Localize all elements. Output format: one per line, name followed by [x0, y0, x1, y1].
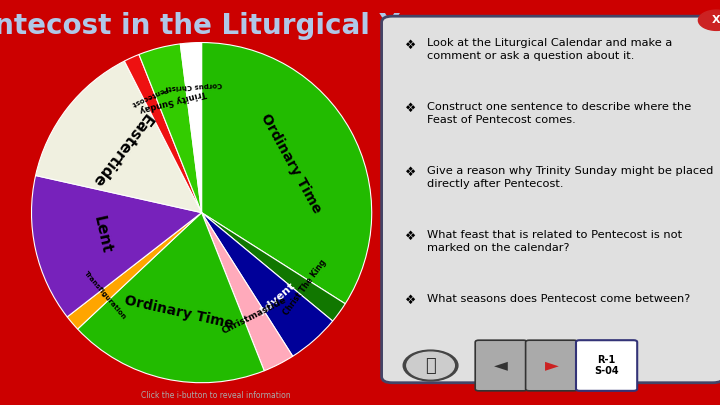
Text: Christmastide: Christmastide — [220, 296, 288, 336]
Text: ◄: ◄ — [494, 356, 508, 375]
Text: Corpus Christi: Corpus Christi — [165, 81, 222, 90]
Text: Click the i-button to reveal information: Click the i-button to reveal information — [141, 391, 291, 400]
Circle shape — [403, 350, 458, 381]
Text: Look at the Liturgical Calendar and make a comment or ask a question about it.: Look at the Liturgical Calendar and make… — [427, 38, 672, 61]
FancyBboxPatch shape — [382, 16, 720, 383]
Wedge shape — [202, 213, 345, 321]
Text: Pentecost: Pentecost — [130, 85, 168, 107]
Text: Trinity Sunday: Trinity Sunday — [138, 88, 207, 113]
Text: Advent: Advent — [258, 281, 298, 318]
Text: ►: ► — [544, 356, 559, 375]
Text: Christ The King: Christ The King — [282, 258, 328, 317]
Text: ❖: ❖ — [405, 38, 417, 51]
Wedge shape — [180, 43, 202, 213]
Wedge shape — [202, 213, 333, 356]
Text: Ordinary Time: Ordinary Time — [123, 293, 235, 331]
Text: R-1
S-04: R-1 S-04 — [594, 355, 619, 376]
FancyBboxPatch shape — [576, 340, 637, 391]
Wedge shape — [67, 213, 202, 329]
Text: Transfiguration: Transfiguration — [82, 270, 127, 321]
Wedge shape — [125, 54, 202, 213]
Circle shape — [407, 352, 454, 379]
Text: ⓘ: ⓘ — [426, 356, 436, 375]
Text: Construct one sentence to describe where the Feast of Pentecost comes.: Construct one sentence to describe where… — [427, 102, 691, 125]
Text: Eastertide: Eastertide — [88, 111, 154, 190]
Circle shape — [698, 10, 720, 30]
Text: What feast that is related to Pentecost is not marked on the calendar?: What feast that is related to Pentecost … — [427, 230, 682, 253]
Text: Lent: Lent — [91, 215, 114, 255]
Wedge shape — [35, 61, 202, 213]
Text: ❖: ❖ — [405, 166, 417, 179]
Text: X: X — [712, 15, 720, 25]
Text: ❖: ❖ — [405, 230, 417, 243]
FancyBboxPatch shape — [475, 340, 527, 391]
Text: What seasons does Pentecost come between?: What seasons does Pentecost come between… — [427, 294, 690, 305]
FancyBboxPatch shape — [526, 340, 577, 391]
Wedge shape — [202, 43, 372, 304]
Wedge shape — [32, 175, 202, 317]
Wedge shape — [202, 213, 293, 371]
Text: ❖: ❖ — [405, 102, 417, 115]
Text: Pentecost in the Liturgical Year: Pentecost in the Liturgical Year — [0, 12, 449, 40]
Text: Give a reason why Trinity Sunday might be placed directly after Pentecost.: Give a reason why Trinity Sunday might b… — [427, 166, 714, 189]
Wedge shape — [139, 44, 202, 213]
Text: ❖: ❖ — [405, 294, 417, 307]
Text: Ordinary Time: Ordinary Time — [258, 111, 324, 216]
Wedge shape — [78, 213, 264, 383]
